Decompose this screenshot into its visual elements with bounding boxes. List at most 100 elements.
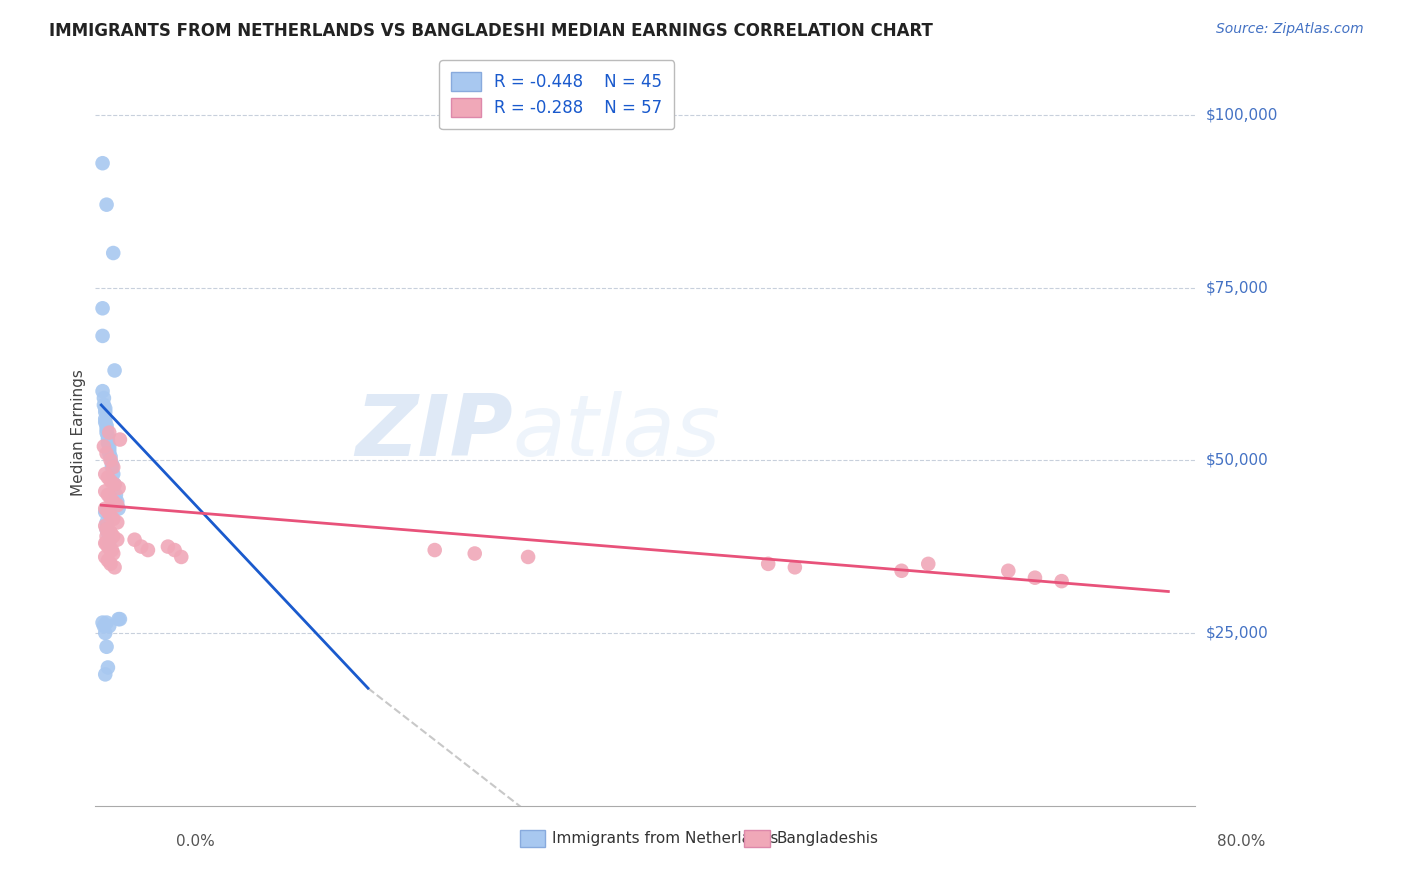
Point [96, 422, 118, 436]
Point [91, 329, 114, 343]
Point [103, 363, 125, 377]
Point [136, 543, 159, 558]
Point [100, 557, 122, 571]
Point [103, 512, 125, 526]
Point [94, 536, 117, 550]
Point [98, 446, 121, 460]
Point [1050, 574, 1073, 588]
Point [104, 488, 127, 502]
Text: 0.0%: 0.0% [176, 834, 215, 849]
Point [96, 536, 118, 550]
Point [97, 470, 120, 484]
Point [101, 543, 124, 558]
Point [98, 533, 121, 547]
Point [97, 553, 120, 567]
Point [100, 525, 122, 540]
Text: $75,000: $75,000 [1206, 280, 1268, 295]
Point [100, 508, 122, 523]
Point [97, 488, 120, 502]
Point [97, 433, 120, 447]
Point [94, 505, 117, 519]
Point [917, 557, 939, 571]
Point [98, 442, 121, 457]
Point [100, 450, 122, 464]
Point [97, 429, 120, 443]
Point [93, 398, 115, 412]
Point [96, 446, 118, 460]
Point [124, 533, 146, 547]
Point [96, 516, 118, 530]
Point [94, 401, 117, 416]
Point [91, 301, 114, 316]
Point [100, 491, 122, 506]
Point [107, 501, 129, 516]
Point [100, 453, 122, 467]
Point [96, 529, 118, 543]
Point [98, 619, 121, 633]
Point [96, 522, 118, 536]
Point [91, 156, 114, 170]
Point [93, 439, 115, 453]
Text: $25,000: $25,000 [1206, 625, 1268, 640]
Point [103, 529, 125, 543]
Text: $100,000: $100,000 [1206, 107, 1278, 122]
Point [103, 477, 125, 491]
Point [97, 436, 120, 450]
Point [94, 667, 117, 681]
Point [98, 536, 121, 550]
Point [96, 615, 118, 630]
Point [103, 467, 125, 481]
Point [97, 505, 120, 519]
Point [94, 484, 117, 499]
Point [103, 477, 125, 491]
Point [94, 415, 117, 429]
Point [105, 516, 128, 530]
Point [96, 418, 118, 433]
Point [94, 519, 117, 533]
Point [91, 615, 114, 630]
Point [517, 549, 540, 564]
Text: IMMIGRANTS FROM NETHERLANDS VS BANGLADESHI MEDIAN EARNINGS CORRELATION CHART: IMMIGRANTS FROM NETHERLANDS VS BANGLADES… [49, 22, 934, 40]
Point [756, 557, 779, 571]
Point [97, 660, 120, 674]
Point [100, 543, 122, 558]
Point [105, 498, 128, 512]
Point [97, 522, 120, 536]
Point [97, 540, 120, 554]
Point [105, 494, 128, 508]
Point [423, 543, 446, 558]
Point [91, 384, 114, 399]
Point [101, 457, 124, 471]
Point [94, 405, 117, 419]
Point [997, 564, 1019, 578]
Point [96, 640, 118, 654]
Point [103, 246, 125, 260]
Point [94, 501, 117, 516]
Point [96, 522, 118, 536]
Point [103, 494, 125, 508]
Point [163, 543, 186, 558]
Point [94, 626, 117, 640]
Point [103, 560, 125, 574]
Point [100, 525, 122, 540]
Point [105, 533, 128, 547]
Text: Source: ZipAtlas.com: Source: ZipAtlas.com [1216, 22, 1364, 37]
Legend: R = -0.448    N = 45, R = -0.288    N = 57: R = -0.448 N = 45, R = -0.288 N = 57 [439, 61, 673, 129]
Point [96, 197, 118, 211]
Point [464, 547, 486, 561]
Point [890, 564, 912, 578]
Text: ZIP: ZIP [356, 391, 513, 475]
Point [129, 540, 152, 554]
Text: atlas: atlas [513, 391, 721, 475]
Point [96, 425, 118, 440]
Point [98, 439, 121, 453]
Point [103, 547, 125, 561]
Point [93, 391, 115, 405]
Point [93, 619, 115, 633]
Text: Immigrants from Netherlands: Immigrants from Netherlands [551, 831, 779, 846]
Text: $50,000: $50,000 [1206, 453, 1268, 467]
Point [1024, 571, 1046, 585]
Text: Bangladeshis: Bangladeshis [776, 831, 879, 846]
Point [108, 612, 131, 626]
Point [98, 425, 121, 440]
